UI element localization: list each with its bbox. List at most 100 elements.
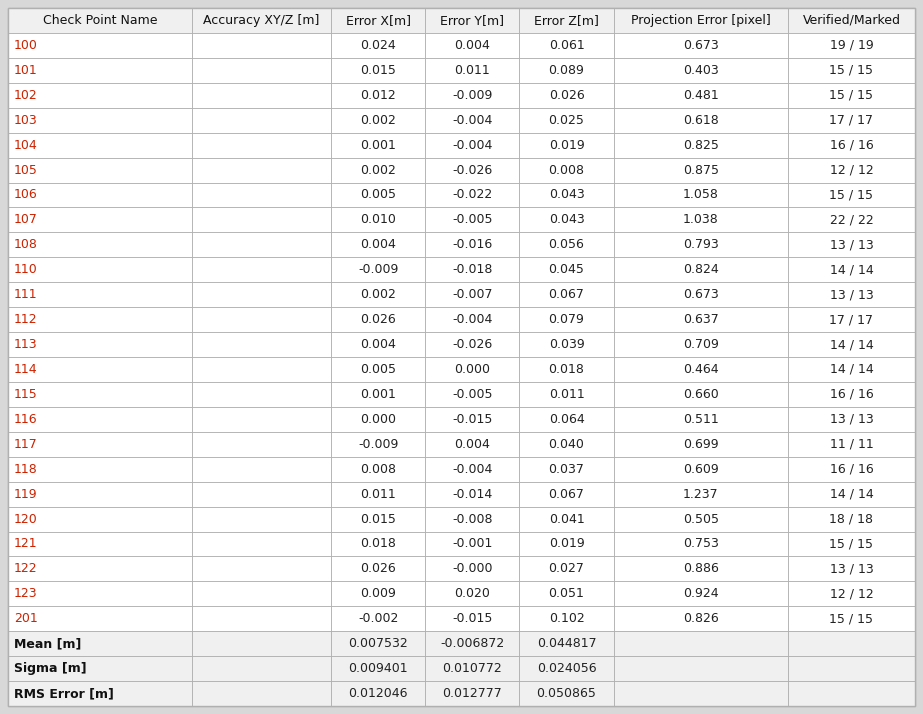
Text: RMS Error [m]: RMS Error [m] <box>14 687 114 700</box>
Text: 0.673: 0.673 <box>683 39 719 52</box>
Text: 0.618: 0.618 <box>683 114 719 126</box>
Text: 0.511: 0.511 <box>683 413 719 426</box>
Text: -0.004: -0.004 <box>452 463 493 476</box>
Text: 0.001: 0.001 <box>360 388 396 401</box>
Text: 0.709: 0.709 <box>683 338 719 351</box>
Text: 0.009: 0.009 <box>360 588 396 600</box>
Text: 0.102: 0.102 <box>548 612 584 625</box>
Text: 107: 107 <box>14 213 38 226</box>
Text: 0.010772: 0.010772 <box>442 662 502 675</box>
Text: 0.026: 0.026 <box>360 313 396 326</box>
Text: 0.067: 0.067 <box>548 488 584 501</box>
Text: -0.004: -0.004 <box>452 313 493 326</box>
Text: 0.061: 0.061 <box>548 39 584 52</box>
Text: -0.015: -0.015 <box>452 612 493 625</box>
Text: 0.045: 0.045 <box>548 263 584 276</box>
Text: 0.008: 0.008 <box>360 463 396 476</box>
Text: 0.012: 0.012 <box>360 89 396 102</box>
Text: -0.007: -0.007 <box>452 288 493 301</box>
Text: 101: 101 <box>14 64 38 77</box>
Text: 0.699: 0.699 <box>683 438 718 451</box>
Text: 11 / 11: 11 / 11 <box>830 438 873 451</box>
Text: 13 / 13: 13 / 13 <box>830 563 873 575</box>
Text: 0.609: 0.609 <box>683 463 719 476</box>
Text: 14 / 14: 14 / 14 <box>830 263 873 276</box>
Text: 0.010: 0.010 <box>360 213 396 226</box>
Text: 15 / 15: 15 / 15 <box>830 538 873 550</box>
Text: 0.050865: 0.050865 <box>536 687 596 700</box>
Text: 0.015: 0.015 <box>360 513 396 526</box>
Text: 0.004: 0.004 <box>360 238 396 251</box>
Text: 0.040: 0.040 <box>548 438 584 451</box>
Text: 0.064: 0.064 <box>548 413 584 426</box>
Text: 0.403: 0.403 <box>683 64 719 77</box>
Text: 103: 103 <box>14 114 38 126</box>
Text: 15 / 15: 15 / 15 <box>830 89 873 102</box>
Text: Error X[m]: Error X[m] <box>345 14 411 27</box>
Text: 0.464: 0.464 <box>683 363 718 376</box>
Text: -0.009: -0.009 <box>452 89 493 102</box>
Text: 112: 112 <box>14 313 38 326</box>
Text: 0.019: 0.019 <box>548 538 584 550</box>
Text: 18 / 18: 18 / 18 <box>830 513 873 526</box>
Text: 17 / 17: 17 / 17 <box>830 313 873 326</box>
Text: 0.825: 0.825 <box>683 139 719 151</box>
Text: -0.004: -0.004 <box>452 114 493 126</box>
Text: 0.005: 0.005 <box>360 188 396 201</box>
Text: 0.037: 0.037 <box>548 463 584 476</box>
Text: -0.001: -0.001 <box>452 538 493 550</box>
Text: 0.011: 0.011 <box>360 488 396 501</box>
Text: 0.089: 0.089 <box>548 64 584 77</box>
Text: 118: 118 <box>14 463 38 476</box>
Text: Error Z[m]: Error Z[m] <box>534 14 599 27</box>
Text: 108: 108 <box>14 238 38 251</box>
Text: 117: 117 <box>14 438 38 451</box>
Text: 119: 119 <box>14 488 38 501</box>
Text: -0.018: -0.018 <box>452 263 493 276</box>
Text: 106: 106 <box>14 188 38 201</box>
Text: 0.886: 0.886 <box>683 563 719 575</box>
Text: -0.014: -0.014 <box>452 488 493 501</box>
Text: 0.015: 0.015 <box>360 64 396 77</box>
Text: -0.002: -0.002 <box>358 612 399 625</box>
Text: 0.000: 0.000 <box>454 363 490 376</box>
Text: 0.026: 0.026 <box>548 89 584 102</box>
Text: 16 / 16: 16 / 16 <box>830 463 873 476</box>
Text: 0.019: 0.019 <box>548 139 584 151</box>
Text: 0.002: 0.002 <box>360 288 396 301</box>
Text: -0.006872: -0.006872 <box>440 637 505 650</box>
Text: -0.026: -0.026 <box>452 164 493 176</box>
Text: 0.056: 0.056 <box>548 238 584 251</box>
Text: Check Point Name: Check Point Name <box>42 14 157 27</box>
Text: 0.637: 0.637 <box>683 313 719 326</box>
Text: -0.016: -0.016 <box>452 238 493 251</box>
Text: 0.924: 0.924 <box>683 588 718 600</box>
Text: 0.044817: 0.044817 <box>536 637 596 650</box>
Text: Sigma [m]: Sigma [m] <box>14 662 87 675</box>
Text: 0.002: 0.002 <box>360 114 396 126</box>
Text: 1.038: 1.038 <box>683 213 719 226</box>
Text: 0.004: 0.004 <box>360 338 396 351</box>
Text: 0.043: 0.043 <box>548 188 584 201</box>
Text: 0.824: 0.824 <box>683 263 719 276</box>
Text: -0.004: -0.004 <box>452 139 493 151</box>
Text: 15 / 15: 15 / 15 <box>830 612 873 625</box>
Text: 0.753: 0.753 <box>683 538 719 550</box>
Text: Accuracy XY/Z [m]: Accuracy XY/Z [m] <box>203 14 319 27</box>
Text: 17 / 17: 17 / 17 <box>830 114 873 126</box>
Text: -0.009: -0.009 <box>358 438 399 451</box>
Text: 0.039: 0.039 <box>548 338 584 351</box>
Text: 0.043: 0.043 <box>548 213 584 226</box>
Text: 14 / 14: 14 / 14 <box>830 338 873 351</box>
Text: 19 / 19: 19 / 19 <box>830 39 873 52</box>
Text: 15 / 15: 15 / 15 <box>830 64 873 77</box>
Text: 13 / 13: 13 / 13 <box>830 413 873 426</box>
Text: 123: 123 <box>14 588 38 600</box>
Text: 102: 102 <box>14 89 38 102</box>
Text: 122: 122 <box>14 563 38 575</box>
Text: 0.067: 0.067 <box>548 288 584 301</box>
Text: 0.026: 0.026 <box>360 563 396 575</box>
Text: 0.826: 0.826 <box>683 612 719 625</box>
Text: 111: 111 <box>14 288 38 301</box>
Text: 0.018: 0.018 <box>360 538 396 550</box>
